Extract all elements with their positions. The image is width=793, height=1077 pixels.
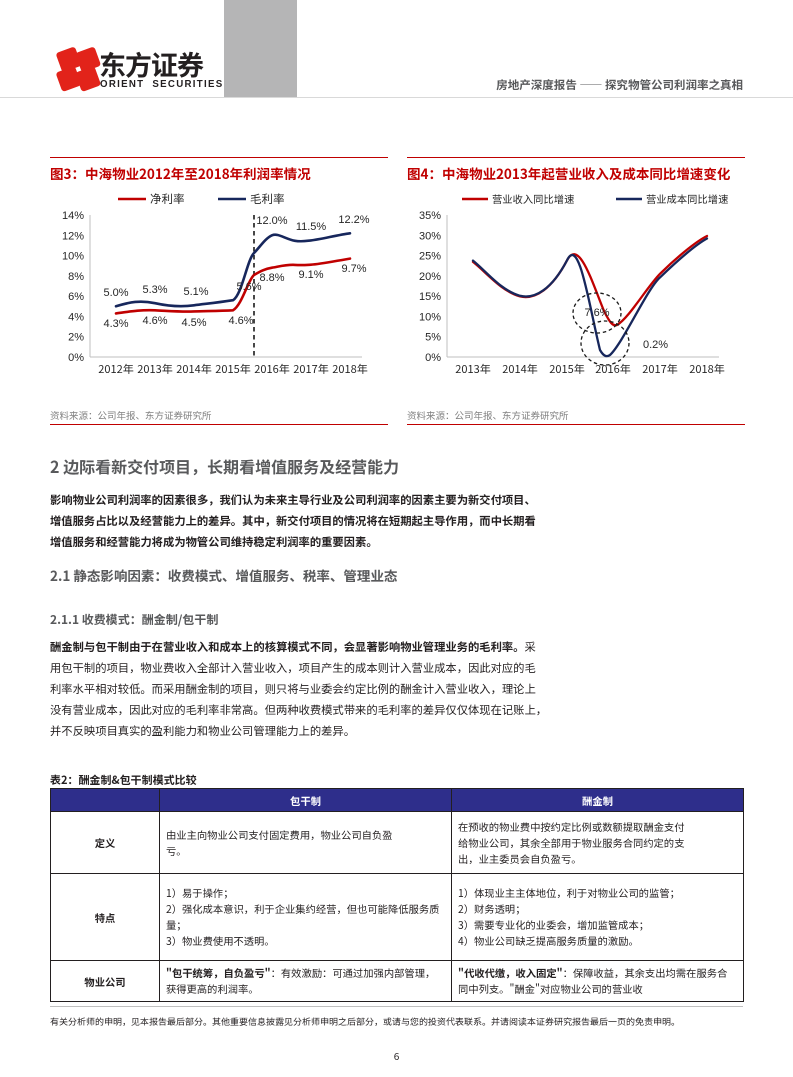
svg-text:4.3%: 4.3% bbox=[103, 318, 128, 330]
svg-text:8%: 8% bbox=[68, 271, 84, 283]
svg-text:6%: 6% bbox=[68, 291, 84, 303]
svg-text:12.0%: 12.0% bbox=[256, 215, 287, 227]
svg-text:4.5%: 4.5% bbox=[181, 317, 206, 329]
svg-text:9.7%: 9.7% bbox=[341, 263, 366, 275]
svg-text:12.2%: 12.2% bbox=[338, 214, 369, 226]
svg-text:0%: 0% bbox=[68, 352, 84, 364]
svg-text:2012年: 2012年 bbox=[98, 361, 133, 377]
svg-text:35%: 35% bbox=[419, 210, 441, 222]
svg-text:2013年: 2013年 bbox=[137, 361, 172, 377]
svg-text:2014年: 2014年 bbox=[176, 361, 211, 377]
svg-text:7.6%: 7.6% bbox=[584, 307, 609, 319]
svg-text:9.1%: 9.1% bbox=[298, 269, 323, 281]
svg-text:毛利率: 毛利率 bbox=[250, 191, 285, 207]
svg-text:2017年: 2017年 bbox=[293, 361, 328, 377]
svg-text:11.5%: 11.5% bbox=[296, 221, 327, 233]
svg-text:5.6%: 5.6% bbox=[236, 281, 261, 293]
svg-text:12%: 12% bbox=[62, 230, 84, 242]
svg-text:30%: 30% bbox=[419, 230, 441, 242]
svg-text:5%: 5% bbox=[425, 332, 441, 344]
svg-text:14%: 14% bbox=[62, 210, 84, 222]
svg-text:0%: 0% bbox=[425, 352, 441, 364]
svg-text:5.3%: 5.3% bbox=[142, 284, 167, 296]
svg-text:10%: 10% bbox=[62, 251, 84, 263]
svg-text:15%: 15% bbox=[419, 291, 441, 303]
svg-text:4.6%: 4.6% bbox=[142, 315, 167, 327]
svg-text:2%: 2% bbox=[68, 332, 84, 344]
svg-text:净利率: 净利率 bbox=[150, 191, 185, 207]
svg-text:2016年: 2016年 bbox=[254, 361, 289, 377]
svg-text:2013年: 2013年 bbox=[455, 361, 490, 377]
svg-text:25%: 25% bbox=[419, 251, 441, 263]
svg-text:2015年: 2015年 bbox=[549, 361, 584, 377]
svg-text:4%: 4% bbox=[68, 311, 84, 323]
svg-text:0.2%: 0.2% bbox=[643, 339, 668, 351]
svg-text:5.0%: 5.0% bbox=[103, 287, 128, 299]
svg-text:2018年: 2018年 bbox=[332, 361, 367, 377]
svg-text:营业收入同比增速: 营业收入同比增速 bbox=[492, 191, 574, 206]
svg-text:2018年: 2018年 bbox=[689, 361, 724, 377]
svg-text:2015年: 2015年 bbox=[215, 361, 250, 377]
svg-text:8.8%: 8.8% bbox=[259, 272, 284, 284]
svg-text:10%: 10% bbox=[419, 311, 441, 323]
svg-text:4.6%: 4.6% bbox=[228, 315, 253, 327]
svg-text:营业成本同比增速: 营业成本同比增速 bbox=[646, 191, 728, 206]
svg-text:20%: 20% bbox=[419, 271, 441, 283]
svg-text:2014年: 2014年 bbox=[502, 361, 537, 377]
svg-text:2017年: 2017年 bbox=[642, 361, 677, 377]
svg-text:5.1%: 5.1% bbox=[183, 286, 208, 298]
